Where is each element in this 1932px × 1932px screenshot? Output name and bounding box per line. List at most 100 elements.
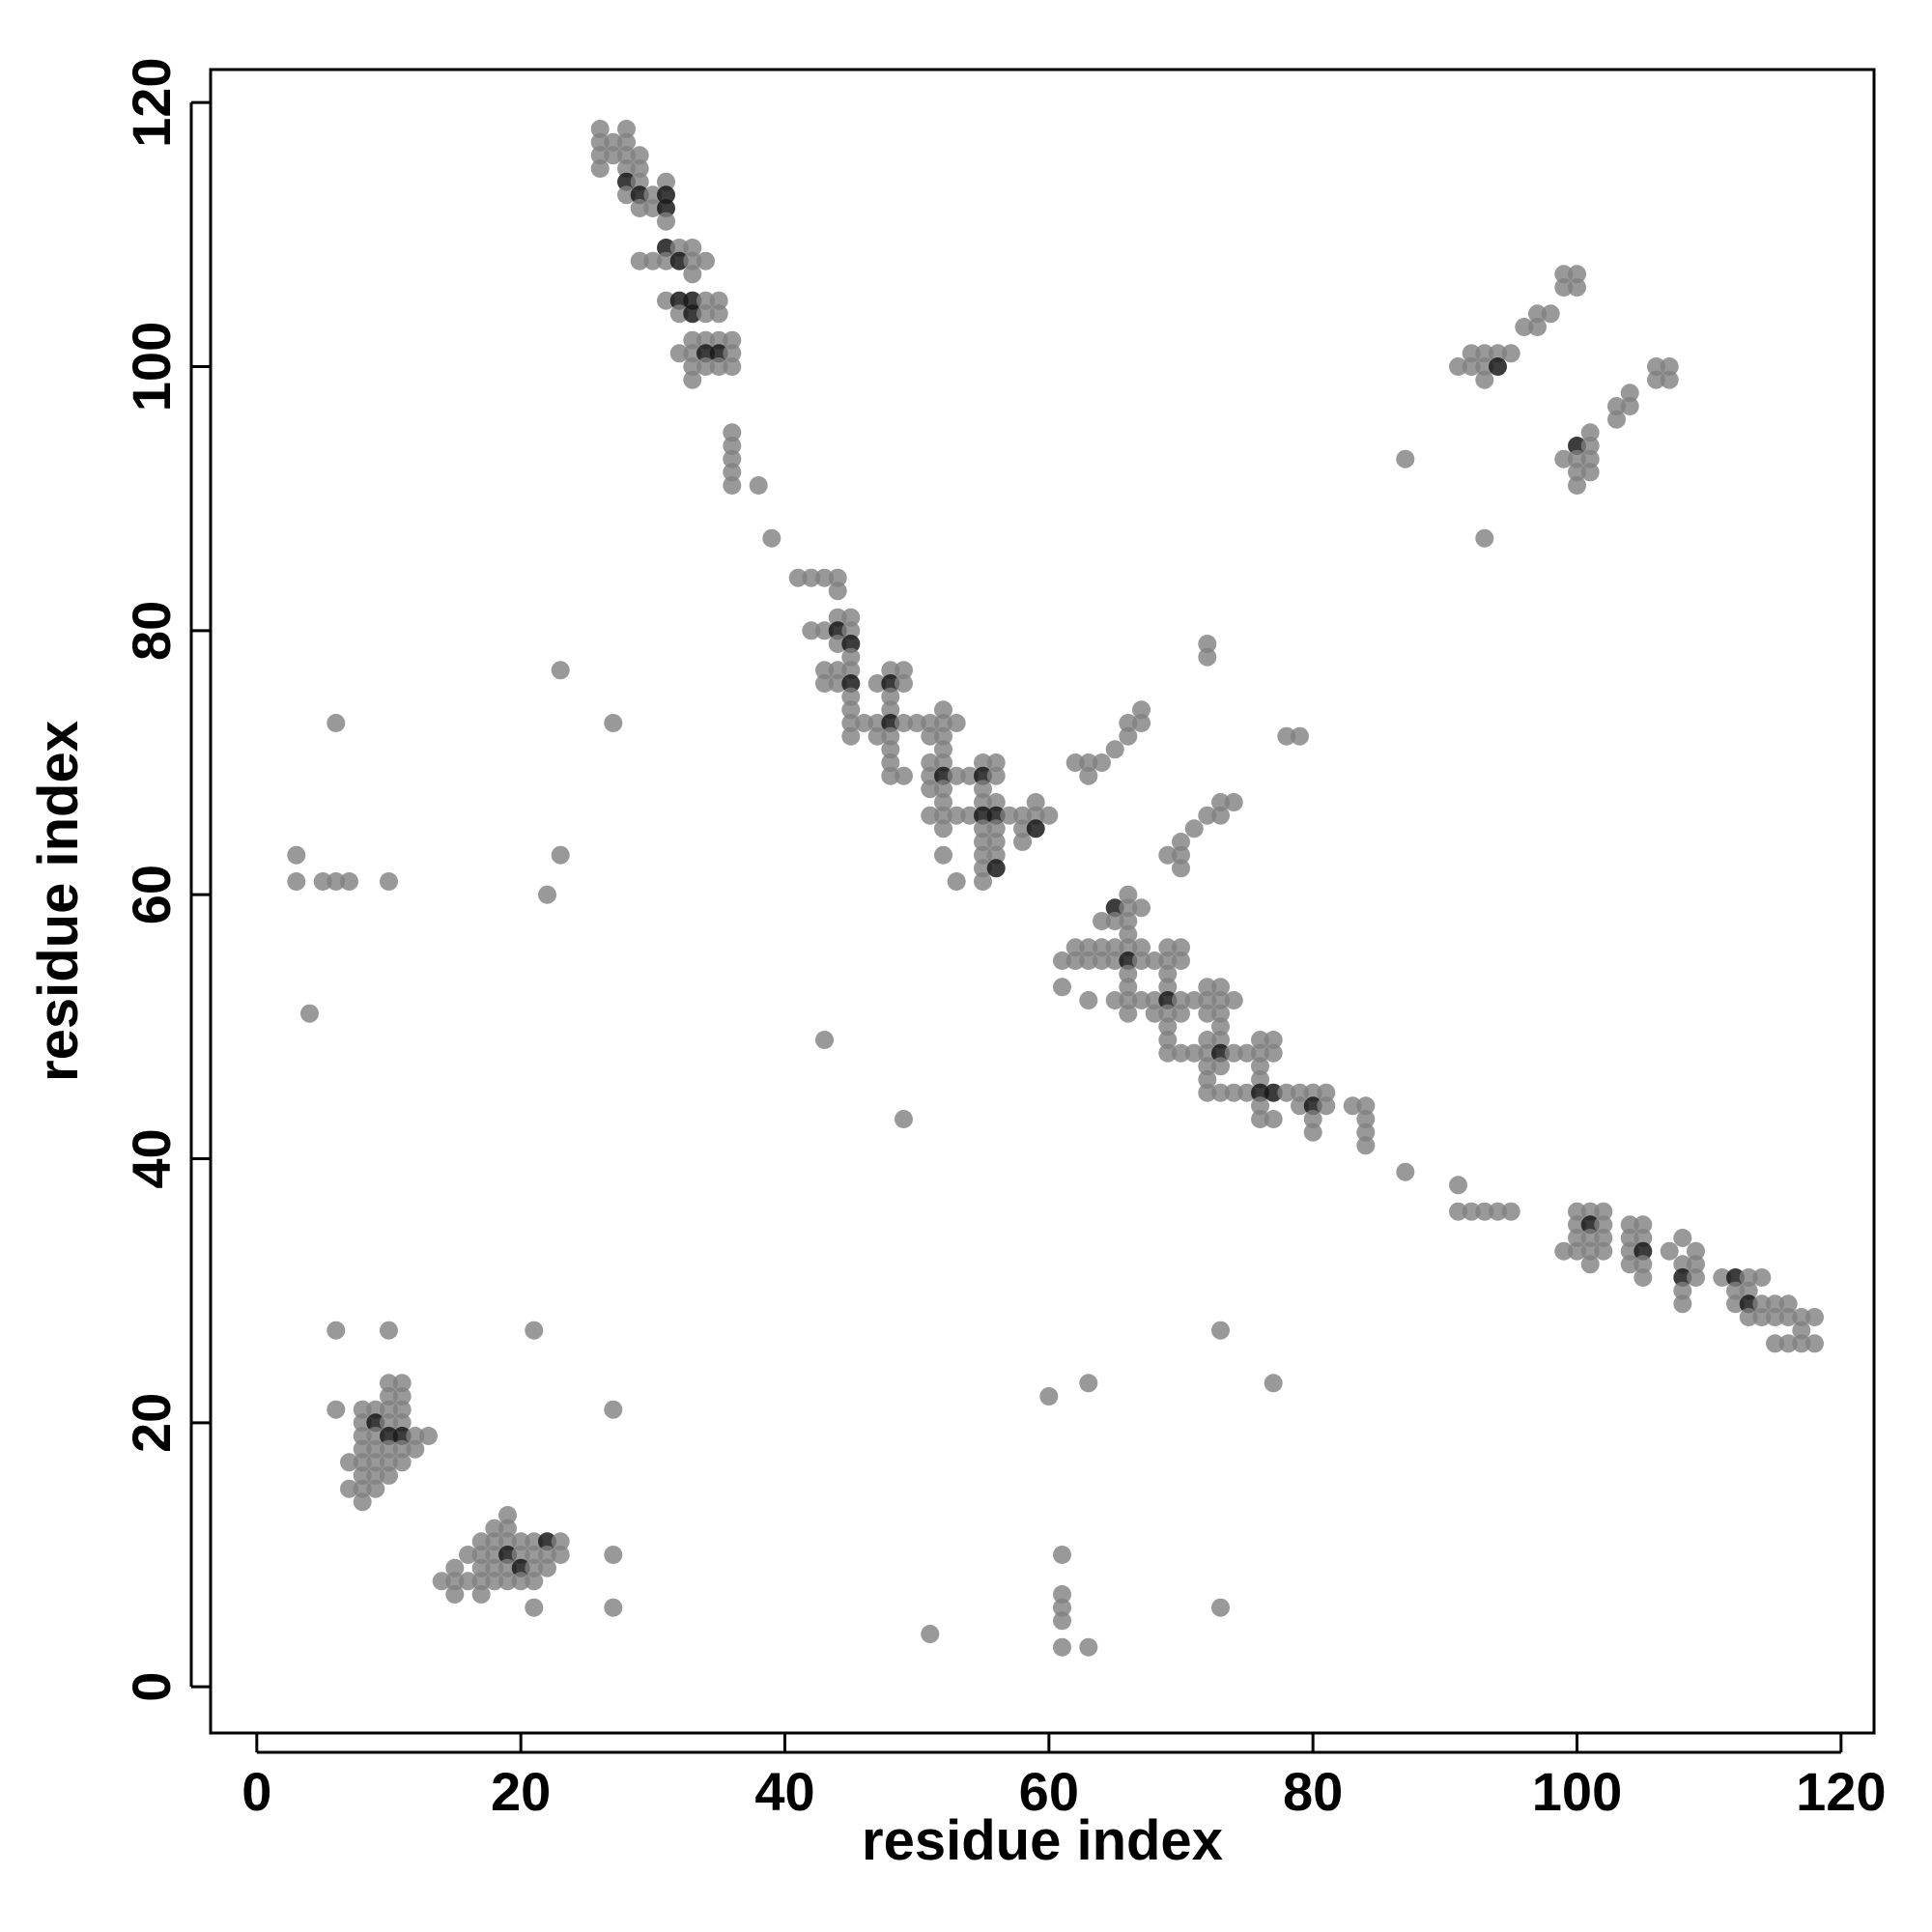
data-point [828,568,847,587]
data-point [1145,952,1164,970]
data-point [1079,753,1098,772]
data-point [841,608,861,627]
data-point [974,872,992,891]
data-point [683,304,702,324]
data-point [841,700,861,720]
data-point [669,304,689,324]
x-tick-label: 120 [1796,1761,1886,1822]
data-point [934,700,952,720]
data-point [643,199,663,217]
data-point [1119,714,1138,732]
data-point [1673,1229,1692,1247]
data-point [1634,1215,1653,1235]
data-point [1211,1004,1230,1023]
data-point [1620,1215,1639,1235]
data-point [1805,1308,1824,1326]
data-point [498,1506,517,1524]
data-point [353,1492,372,1512]
data-point [895,1110,913,1128]
data-point [723,437,742,455]
data-point [696,304,715,324]
data-point [1580,1229,1600,1247]
data-point [498,1572,517,1591]
data-point [459,1546,477,1564]
x-axis: 0 20 40 60 80 100 120 [242,1733,1887,1822]
data-point [1158,1043,1178,1063]
data-point [604,1546,623,1564]
data-point [1158,964,1178,983]
data-point [1132,991,1151,1009]
data-point [1580,437,1600,455]
data-point [340,1479,358,1498]
data-point [1119,1004,1138,1023]
data-point [1211,1031,1230,1049]
data-point [1105,938,1124,957]
data-point [1039,1387,1059,1406]
data-point [1594,1202,1613,1221]
data-point [392,1387,412,1406]
data-point [921,806,940,825]
data-point [1119,924,1138,944]
data-point [366,1453,385,1472]
data-point [1093,938,1111,957]
data-point [1039,806,1059,825]
data-point [392,1413,412,1433]
data-point [1119,912,1138,930]
y-tick-label: 120 [121,57,182,147]
data-point [828,621,847,640]
data-point [1568,265,1586,284]
data-point [1554,449,1574,469]
data-point [353,1427,372,1445]
data-point [380,1466,398,1485]
data-point [1620,397,1639,415]
data-point [471,1558,491,1577]
x-tick-label: 20 [491,1761,551,1822]
data-point [986,859,1006,878]
data-point [392,1400,412,1419]
data-point [657,185,675,205]
data-point [380,1374,398,1393]
data-point [353,1400,372,1419]
data-point [669,239,689,257]
data-point [709,304,728,324]
data-point [1634,1241,1653,1261]
data-point [617,120,636,138]
data-point [525,1598,544,1617]
data-point [1792,1334,1811,1353]
data-point [1303,1096,1322,1116]
data-point [1356,1110,1376,1128]
data-point [1053,1585,1071,1604]
data-point [1184,991,1204,1009]
data-point [709,357,728,376]
data-point [1264,1083,1283,1102]
data-point [1713,1268,1732,1287]
data-point [617,159,636,178]
data-point [986,819,1006,838]
data-point [1158,991,1178,1009]
data-point [815,661,834,680]
data-point [1396,449,1415,469]
data-point [974,833,992,851]
data-point [657,172,675,191]
data-point [1528,304,1547,324]
data-point [1013,833,1032,851]
data-point [1224,991,1243,1009]
data-point [1805,1334,1824,1353]
data-point [881,726,900,746]
data-point [1620,1255,1639,1274]
data-point [1211,793,1230,811]
data-point [1660,1241,1679,1261]
data-point [1607,410,1626,429]
data-point [300,1004,319,1023]
data-point [1198,806,1217,825]
data-point [313,872,332,891]
data-point [1119,726,1138,746]
data-point [1132,952,1151,970]
data-point [1132,714,1151,732]
data-point [1237,1043,1257,1063]
data-point [1093,952,1111,970]
data-point [960,766,980,785]
data-point [287,845,306,865]
data-point [1105,952,1124,970]
